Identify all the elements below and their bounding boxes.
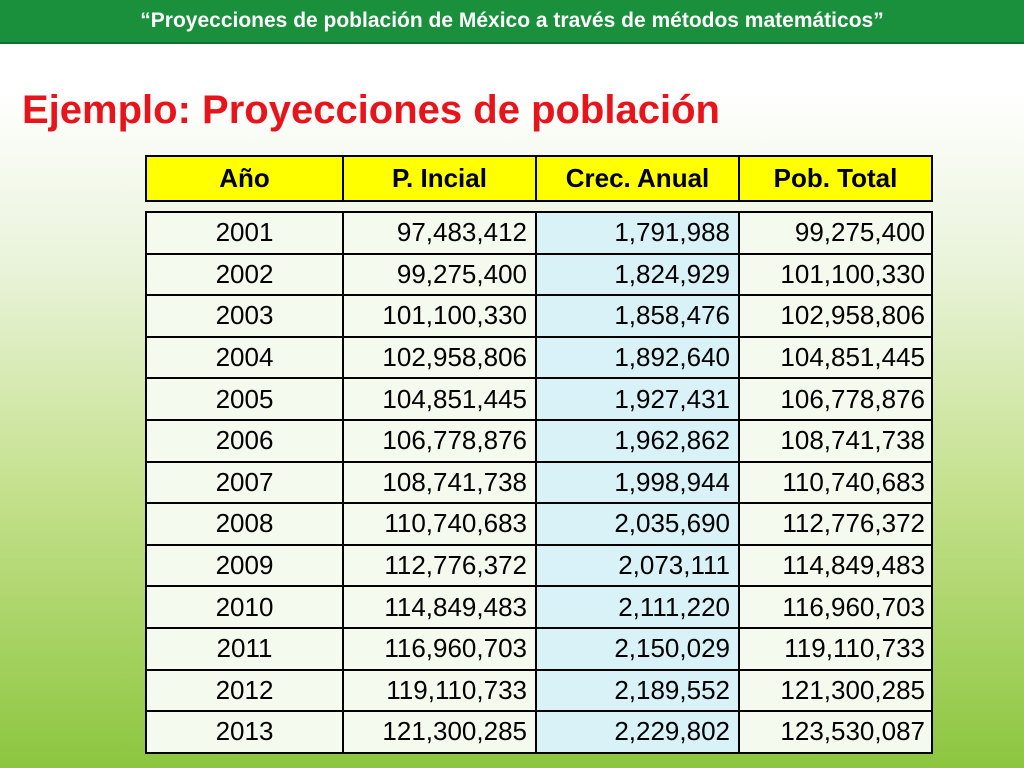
table-row: 2012 119,110,733 2,189,552 121,300,285 [145,668,933,713]
cell-year: 2006 [145,418,344,463]
cell-total-population: 102,958,806 [738,294,933,338]
cell-year: 2011 [145,626,344,671]
cell-initial-population: 97,483,412 [342,211,537,255]
cell-annual-growth: 1,998,944 [535,460,740,505]
cell-total-population: 101,100,330 [738,252,933,297]
cell-annual-growth: 2,189,552 [535,668,740,713]
cell-initial-population: 108,741,738 [342,460,537,505]
cell-annual-growth: 1,791,988 [535,211,740,255]
header-total-population: Pob. Total [738,155,933,202]
cell-total-population: 119,110,733 [738,626,933,671]
cell-total-population: 112,776,372 [738,502,933,546]
table-header: Año P. Incial Crec. Anual Pob. Total [145,155,933,202]
table-body: 2001 97,483,412 1,791,988 99,275,400 2002 99,… [145,211,933,754]
table-row: 2011 116,960,703 2,150,029 119,110,733 [145,626,933,671]
table-row: 2002 99,275,400 1,824,929 101,100,330 [145,252,933,297]
cell-year: 2008 [145,502,344,546]
cell-annual-growth: 1,962,862 [535,418,740,463]
cell-total-population: 106,778,876 [738,377,933,421]
cell-total-population: 110,740,683 [738,460,933,505]
banner-text: “Proyecciones de población de México a t… [140,9,884,32]
cell-total-population: 108,741,738 [738,418,933,463]
population-table: 2001 97,483,412 1,791,988 99,275,400 2002 99,… [145,211,933,754]
cell-initial-population: 99,275,400 [342,252,537,297]
cell-total-population: 116,960,703 [738,585,933,629]
cell-year: 2007 [145,460,344,505]
cell-annual-growth: 2,073,111 [535,543,740,588]
cell-total-population: 114,849,483 [738,543,933,588]
cell-total-population: 121,300,285 [738,668,933,713]
table-row: 2008 110,740,683 2,035,690 112,776,372 [145,502,933,546]
cell-year: 2004 [145,335,344,380]
cell-year: 2002 [145,252,344,297]
table-row: 2007 108,741,738 1,998,944 110,740,683 [145,460,933,505]
cell-annual-growth: 2,150,029 [535,626,740,671]
cell-annual-growth: 1,927,431 [535,377,740,421]
table-row: 2005 104,851,445 1,927,431 106,778,876 [145,377,933,421]
cell-initial-population: 102,958,806 [342,335,537,380]
table-row: 2006 106,778,876 1,962,862 108,741,738 [145,418,933,463]
header-year: Año [145,155,344,202]
cell-year: 2012 [145,668,344,713]
cell-initial-population: 114,849,483 [342,585,537,629]
cell-annual-growth: 2,229,802 [535,710,740,754]
table-row: 2001 97,483,412 1,791,988 99,275,400 [145,211,933,255]
cell-annual-growth: 1,824,929 [535,252,740,297]
cell-year: 2003 [145,294,344,338]
header-annual-growth: Crec. Anual [535,155,740,202]
cell-year: 2001 [145,211,344,255]
cell-year: 2009 [145,543,344,588]
cell-initial-population: 101,100,330 [342,294,537,338]
cell-total-population: 123,530,087 [738,710,933,754]
header-row: Año P. Incial Crec. Anual Pob. Total [145,155,933,202]
table-row: 2010 114,849,483 2,111,220 116,960,703 [145,585,933,629]
cell-year: 2013 [145,710,344,754]
table-row: 2013 121,300,285 2,229,802 123,530,087 [145,710,933,754]
header-initial-population: P. Incial [342,155,537,202]
table-row: 2003 101,100,330 1,858,476 102,958,806 [145,294,933,338]
cell-year: 2010 [145,585,344,629]
cell-initial-population: 106,778,876 [342,418,537,463]
table-row: 2004 102,958,806 1,892,640 104,851,445 [145,335,933,380]
cell-initial-population: 119,110,733 [342,668,537,713]
cell-annual-growth: 2,035,690 [535,502,740,546]
top-banner: “Proyecciones de población de México a t… [0,0,1024,44]
cell-initial-population: 121,300,285 [342,710,537,754]
cell-initial-population: 116,960,703 [342,626,537,671]
cell-annual-growth: 2,111,220 [535,585,740,629]
cell-total-population: 99,275,400 [738,211,933,255]
cell-initial-population: 110,740,683 [342,502,537,546]
cell-total-population: 104,851,445 [738,335,933,380]
cell-year: 2005 [145,377,344,421]
table-row: 2009 112,776,372 2,073,111 114,849,483 [145,543,933,588]
slide-title: Ejemplo: Proyecciones de población [22,88,720,132]
cell-initial-population: 104,851,445 [342,377,537,421]
cell-annual-growth: 1,858,476 [535,294,740,338]
cell-annual-growth: 1,892,640 [535,335,740,380]
cell-initial-population: 112,776,372 [342,543,537,588]
